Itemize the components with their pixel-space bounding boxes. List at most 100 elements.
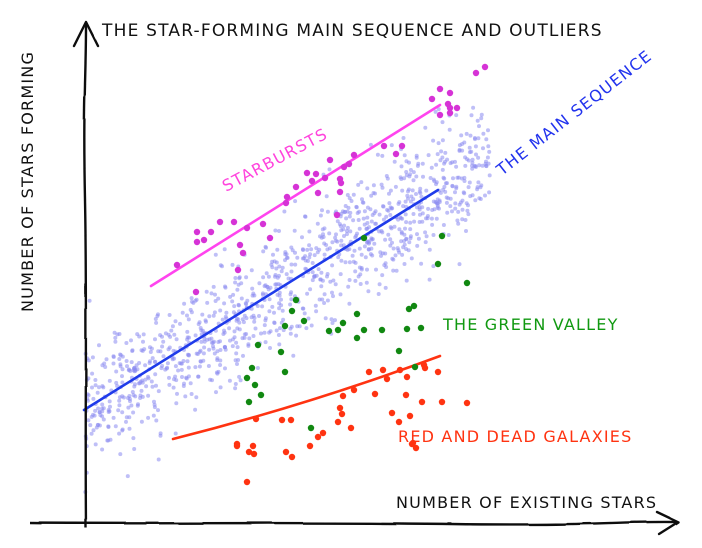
- data-point: [431, 233, 436, 237]
- data-point: [248, 364, 256, 372]
- data-point: [333, 235, 338, 240]
- data-point: [267, 330, 272, 335]
- data-point: [178, 321, 182, 326]
- data-point: [484, 137, 489, 142]
- data-point: [228, 294, 233, 299]
- data-point: [456, 209, 461, 214]
- annotation-green-valley: THE GREEN VALLEY: [442, 315, 619, 334]
- data-point: [242, 332, 247, 337]
- data-point: [464, 229, 468, 233]
- data-point: [189, 310, 194, 315]
- data-point: [218, 348, 223, 352]
- data-point: [308, 177, 316, 185]
- data-point: [196, 374, 201, 379]
- data-point: [261, 275, 266, 280]
- data-point: [113, 339, 118, 344]
- chart-title: THE STAR-FORMING MAIN SEQUENCE AND OUTLI…: [101, 21, 603, 41]
- data-point: [295, 255, 300, 260]
- data-point: [329, 317, 334, 322]
- data-point: [320, 208, 324, 213]
- data-point: [402, 239, 407, 243]
- data-point: [466, 203, 470, 208]
- data-point: [243, 301, 248, 306]
- data-point: [309, 247, 314, 252]
- data-point: [380, 153, 385, 158]
- data-point: [360, 234, 368, 242]
- data-point: [152, 402, 157, 407]
- data-point: [106, 424, 111, 429]
- data-point: [350, 253, 355, 258]
- data-point: [346, 205, 351, 210]
- data-point: [409, 194, 414, 199]
- data-point: [220, 317, 225, 322]
- data-point: [435, 152, 440, 157]
- data-point: [362, 244, 367, 249]
- data-point: [107, 378, 112, 383]
- data-point: [232, 329, 237, 334]
- data-point: [312, 170, 320, 178]
- data-point: [330, 240, 335, 245]
- data-point: [383, 285, 388, 290]
- data-point: [207, 228, 215, 236]
- data-point: [314, 246, 319, 251]
- data-point: [477, 196, 482, 201]
- data-point: [386, 232, 391, 237]
- data-point: [327, 231, 332, 236]
- data-point: [153, 317, 158, 321]
- data-point: [460, 142, 465, 146]
- data-point: [343, 260, 348, 265]
- data-point: [242, 313, 247, 318]
- data-point: [423, 230, 428, 235]
- data-point: [397, 200, 402, 205]
- data-point: [173, 261, 181, 269]
- data-point: [200, 236, 208, 244]
- data-point: [434, 260, 442, 268]
- data-point: [428, 95, 436, 103]
- data-point: [450, 184, 455, 189]
- data-point: [127, 415, 132, 420]
- data-point: [321, 232, 325, 237]
- data-point: [94, 425, 99, 430]
- data-point: [462, 179, 467, 183]
- data-point: [278, 326, 282, 331]
- data-point: [239, 249, 247, 257]
- data-point: [365, 186, 370, 191]
- data-point: [126, 368, 131, 373]
- data-point: [324, 194, 329, 199]
- data-point: [327, 167, 332, 172]
- data-point: [308, 252, 313, 257]
- data-point: [345, 225, 350, 230]
- data-point: [284, 272, 289, 277]
- data-point: [273, 228, 278, 233]
- data-point: [252, 293, 257, 298]
- main-sequence-points: [83, 105, 492, 494]
- data-point: [319, 429, 327, 437]
- data-point: [262, 330, 267, 335]
- data-point: [281, 317, 286, 322]
- data-point: [325, 327, 333, 335]
- data-point: [342, 223, 347, 228]
- data-point: [409, 256, 414, 261]
- data-point: [207, 347, 212, 352]
- data-point: [457, 148, 462, 153]
- data-point: [347, 301, 352, 306]
- data-point: [479, 183, 484, 188]
- data-point: [357, 226, 362, 231]
- data-point: [188, 381, 193, 386]
- data-point: [193, 228, 201, 236]
- data-point: [212, 310, 217, 315]
- data-point: [351, 259, 356, 264]
- data-point: [318, 213, 323, 218]
- data-point: [251, 334, 256, 338]
- data-point: [393, 253, 398, 258]
- data-point: [132, 366, 136, 371]
- data-point: [395, 418, 403, 426]
- data-point: [260, 304, 265, 309]
- data-point: [274, 266, 279, 271]
- data-point: [127, 394, 132, 398]
- data-point: [431, 138, 436, 143]
- data-point: [437, 198, 442, 203]
- data-point: [348, 229, 353, 234]
- data-point: [391, 246, 396, 251]
- data-point: [172, 377, 176, 382]
